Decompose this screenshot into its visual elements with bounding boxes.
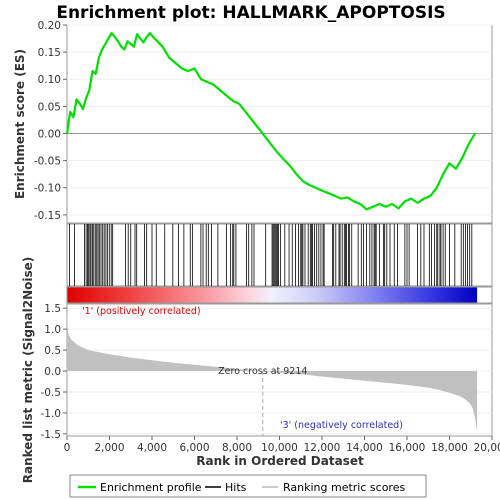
legend-hits-label: Hits [225, 481, 247, 494]
color-bar-frame [66, 286, 493, 304]
es-tick-label: 0.10 [38, 74, 61, 86]
hit-markers [69, 224, 473, 286]
metric-x-tick-label: 18,000 [431, 442, 468, 454]
metric-x-tick-label: 6,000 [179, 442, 209, 454]
es-y-ticks: 0.20 0.15 0.10 0.05 0.00 -0.05 -0.10 -0.15 [34, 20, 67, 222]
metric-y-tick-label: -0.5 [41, 387, 62, 399]
legend-box [69, 474, 427, 498]
es-panel: 0.20 0.15 0.10 0.05 0.00 -0.05 -0.10 -0.15 Enri… [13, 20, 493, 224]
enrichment-profile-line [65, 31, 476, 211]
negative-label: '3' (negatively correlated) [280, 420, 403, 431]
metric-x-tick-label: 4,000 [137, 442, 167, 454]
metric-gridlines [67, 307, 492, 435]
es-tick-label: -0.10 [34, 183, 61, 195]
metric-y-tick-label: 0.0 [44, 366, 61, 378]
hits-panel [66, 223, 493, 287]
metric-panel: Zero cross at 9214 '1' (positively corre… [21, 257, 500, 484]
legend-metric-label: Ranking metric scores [283, 481, 405, 494]
metric-x-tick-label: 8,000 [222, 442, 252, 454]
es-tick-label: 0.05 [38, 101, 61, 113]
metric-x-tick-label: 16,000 [389, 442, 426, 454]
metric-x-ticks: 0 2,000 4,000 6,000 8,000 10,000 12,000 14,000 1… [64, 436, 500, 454]
positive-label: '1' (positively correlated) [82, 306, 201, 317]
metric-y-tick-label: 1.5 [44, 303, 61, 315]
metric-y-tick-label: -1.0 [41, 408, 62, 420]
metric-x-tick-label: 10,000 [261, 442, 298, 454]
metric-y-tick-label: 1.0 [44, 324, 61, 336]
metric-x-tick-label: 14,000 [346, 442, 383, 454]
metric-y-tick-label: 0.5 [44, 345, 61, 357]
metric-y-axis-label: Ranked list metric (Signal2Noise) [21, 257, 35, 484]
metric-x-tick-label: 0 [64, 442, 71, 454]
metric-y-tick-label: -1.5 [41, 429, 62, 441]
es-tick-label: -0.15 [34, 210, 61, 222]
metric-y-ticks: 1.5 1.0 0.5 0.0 -0.5 -1.0 -1.5 [41, 303, 67, 441]
x-axis-label: Rank in Ordered Dataset [196, 454, 364, 468]
zero-cross-label: Zero cross at 9214 [218, 366, 307, 377]
metric-x-tick-label: 20,000 [474, 442, 500, 454]
metric-x-tick-label: 12,000 [304, 442, 341, 454]
es-tick-label: -0.05 [34, 156, 61, 168]
es-tick-label: 0.20 [38, 20, 61, 32]
ranking-color-bar [67, 287, 478, 303]
ranking-metric-area [67, 308, 478, 432]
legend: Enrichment profile Hits Ranking metric s… [69, 474, 427, 498]
es-tick-label: 0.15 [38, 47, 61, 59]
chart-title: Enrichment plot: HALLMARK_APOPTOSIS [56, 3, 445, 23]
es-tick-label: 0.00 [38, 128, 61, 140]
metric-x-tick-label: 2,000 [94, 442, 124, 454]
es-plot-frame [66, 24, 493, 224]
legend-es-label: Enrichment profile [100, 481, 202, 494]
es-y-axis-label: Enrichment score (ES) [13, 49, 27, 199]
